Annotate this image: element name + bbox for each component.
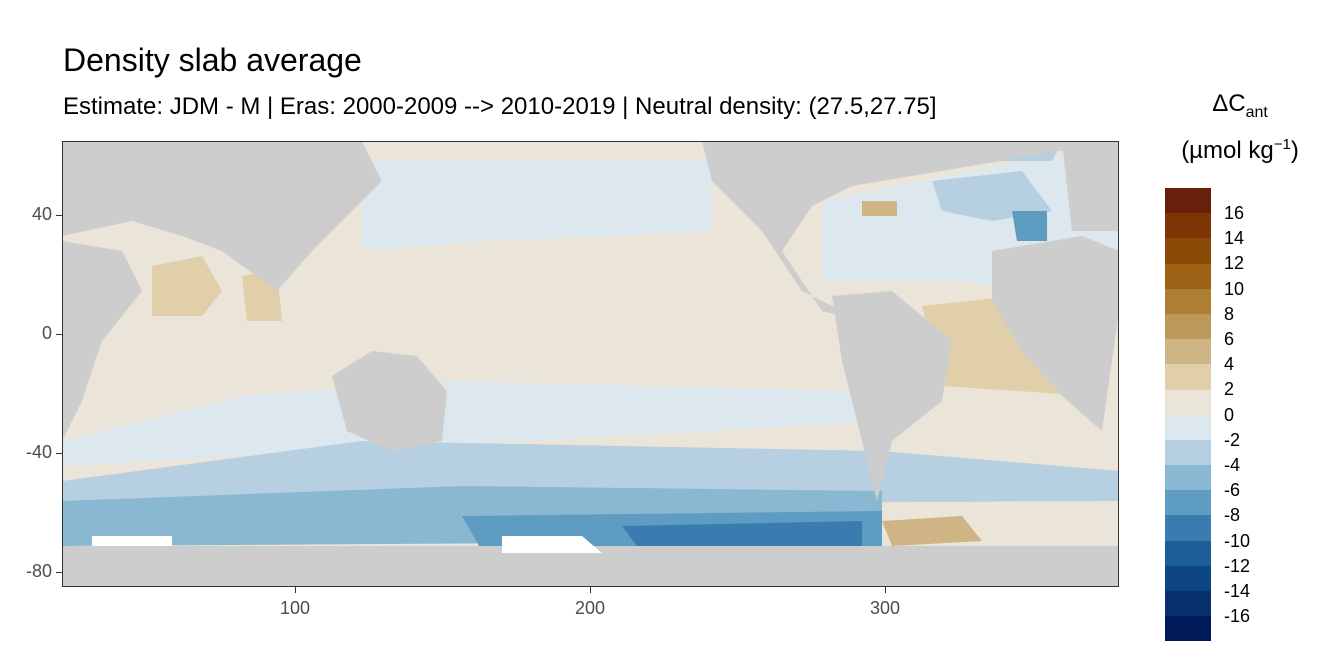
- legend-label: -2: [1224, 429, 1241, 450]
- legend-colorbar: [1165, 188, 1211, 642]
- legend-swatch: [1165, 565, 1211, 591]
- legend-swatch: [1165, 313, 1211, 340]
- x-tick-label: 200: [574, 598, 606, 618]
- legend-title-main: ΔC: [1212, 90, 1246, 117]
- legend-label: 8: [1224, 303, 1235, 324]
- y-tick-label: -80: [25, 561, 52, 581]
- legend-swatch: [1165, 213, 1211, 239]
- legend-label: 12: [1224, 253, 1245, 274]
- y-tick-mark: [56, 453, 62, 454]
- legend-swatch: [1165, 188, 1211, 214]
- x-tick-mark: [295, 587, 296, 593]
- legend-swatch: [1165, 238, 1211, 264]
- legend-label: 14: [1224, 228, 1245, 249]
- x-tick-mark: [590, 587, 591, 593]
- legend-swatch: [1165, 540, 1211, 566]
- y-tick-label: 40: [31, 204, 52, 224]
- map-panel: [62, 141, 1119, 587]
- ocean-map: [62, 141, 1119, 587]
- legend-swatch: [1165, 414, 1211, 440]
- legend-unit: (µmol kg−1): [1165, 136, 1315, 165]
- legend-swatch: [1165, 490, 1211, 516]
- legend-unit-close: ): [1290, 136, 1299, 164]
- legend-label: 16: [1224, 203, 1245, 223]
- legend-label: -10: [1224, 530, 1251, 551]
- legend-label: 10: [1224, 278, 1245, 299]
- legend-unit-exp: −1: [1273, 135, 1291, 153]
- legend-label: 6: [1224, 329, 1235, 349]
- legend-swatch: [1165, 515, 1211, 541]
- legend-label: 0: [1224, 404, 1235, 425]
- legend-swatch: [1165, 364, 1211, 390]
- y-tick-mark: [56, 334, 62, 335]
- legend-swatch: [1165, 389, 1211, 415]
- y-tick-mark: [56, 572, 62, 573]
- legend-swatch: [1165, 263, 1211, 289]
- legend-swatch: [1165, 439, 1211, 466]
- y-tick-mark: [56, 215, 62, 216]
- legend-label: -8: [1224, 505, 1241, 526]
- y-tick-label: 0: [41, 323, 52, 343]
- legend-swatch: [1165, 616, 1211, 642]
- legend-swatch: [1165, 591, 1211, 617]
- x-tick-label: 300: [869, 598, 901, 618]
- legend-label: -4: [1224, 455, 1241, 475]
- x-tick-label: 100: [279, 598, 311, 618]
- legend-swatch: [1165, 288, 1211, 314]
- legend-label: -16: [1224, 606, 1251, 627]
- x-tick-mark: [885, 587, 886, 593]
- legend-label: -12: [1224, 555, 1251, 576]
- legend-swatch: [1165, 465, 1211, 491]
- legend-unit-text: (µmol kg: [1181, 136, 1274, 164]
- y-tick-label: -40: [25, 442, 52, 462]
- map-title: Density slab average: [63, 42, 362, 78]
- legend-label: -6: [1224, 480, 1241, 501]
- legend-label: 4: [1224, 354, 1235, 375]
- legend-label: -14: [1224, 581, 1251, 601]
- legend-title-sub: ant: [1245, 103, 1268, 121]
- legend-label: 2: [1224, 379, 1235, 400]
- legend-swatch: [1165, 339, 1211, 365]
- map-subtitle: Estimate: JDM - M | Eras: 2000-2009 --> …: [63, 93, 937, 120]
- legend-title: ΔCant (µmol kg−1): [1165, 90, 1315, 165]
